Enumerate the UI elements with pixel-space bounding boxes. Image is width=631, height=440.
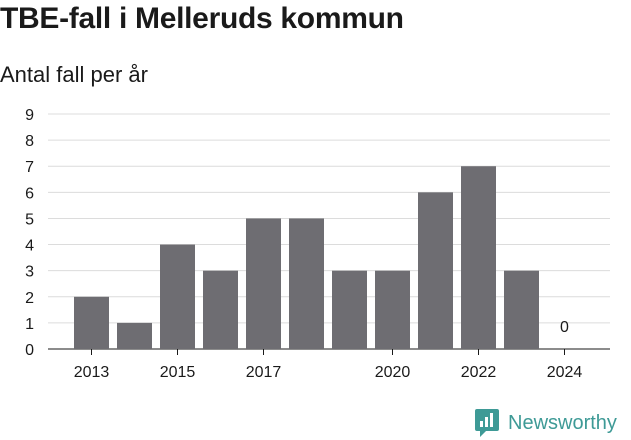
x-tick-label: 2022 [461, 364, 497, 381]
bar [160, 244, 195, 349]
y-axis-ticks: 0 1 2 3 4 5 6 7 8 9 [25, 107, 34, 359]
data-label: 0 [560, 319, 569, 336]
data-labels: 0 [560, 319, 569, 336]
bar [74, 296, 109, 349]
y-tick-label: 5 [25, 211, 34, 228]
x-axis-ticks: 2013 2015 2017 2020 2022 2024 [74, 349, 583, 381]
x-tick-label: 2017 [246, 364, 282, 381]
bar [418, 192, 453, 349]
bar [246, 218, 281, 349]
brand-name: Newsworthy [508, 411, 617, 434]
x-tick-label: 2024 [547, 364, 583, 381]
bar [375, 270, 410, 349]
bar [461, 166, 496, 349]
y-tick-label: 8 [25, 133, 34, 150]
y-tick-label: 1 [25, 316, 34, 333]
gridlines [48, 113, 610, 350]
newsworthy-brand: Newsworthy [474, 406, 617, 440]
y-tick-label: 4 [25, 238, 34, 255]
y-tick-label: 9 [25, 107, 34, 124]
x-tick-label: 2020 [375, 364, 411, 381]
x-tick-label: 2013 [74, 364, 110, 381]
x-tick-label: 2015 [160, 364, 196, 381]
y-tick-label: 3 [25, 264, 34, 281]
chart-title: TBE-fall i Melleruds kommun [0, 2, 404, 35]
y-tick-label: 7 [25, 159, 34, 176]
chart-subtitle: Antal fall per år [0, 62, 148, 87]
y-tick-label: 6 [25, 185, 34, 202]
y-tick-label: 2 [25, 290, 34, 307]
bar [203, 270, 238, 349]
bars [74, 166, 539, 349]
newsworthy-logo-icon [475, 409, 499, 437]
y-tick-label: 0 [25, 342, 34, 359]
bar [289, 218, 324, 349]
bar [332, 270, 367, 349]
bar [117, 322, 152, 349]
bar [504, 270, 539, 349]
